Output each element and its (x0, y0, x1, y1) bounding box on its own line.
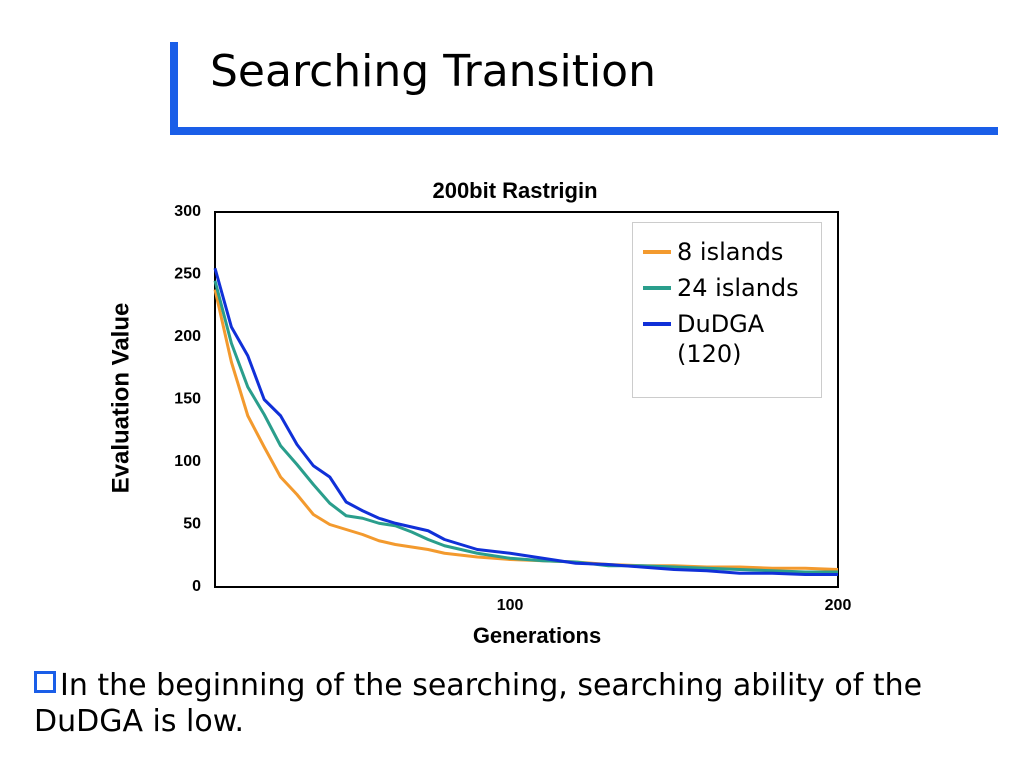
legend-swatch (643, 250, 671, 254)
y-tick-label: 250 (174, 266, 201, 283)
y-axis-label: Evaluation Value (107, 303, 134, 494)
legend-swatch (643, 322, 671, 326)
x-tick-label: 200 (825, 597, 852, 614)
legend-item: 8 islands (633, 237, 821, 267)
chart-title: 200bit Rastrigin (432, 178, 597, 203)
legend-label: 8 islands (677, 238, 784, 266)
y-tick-label: 50 (183, 516, 201, 533)
legend-item: DuDGA (120) (633, 309, 821, 369)
y-tick-label: 100 (174, 453, 201, 470)
y-tick-label: 0 (192, 578, 201, 595)
x-axis-label: Generations (473, 623, 601, 648)
plot-frame (214, 211, 839, 588)
accent-bar (170, 42, 178, 135)
series-line (213, 280, 838, 574)
slide-title: Searching Transition (210, 46, 656, 97)
legend-label: 24 islands (677, 274, 799, 302)
accent-bar (170, 127, 998, 135)
y-tick-label: 200 (174, 328, 201, 345)
y-tick-label: 150 (174, 391, 201, 408)
legend-label: DuDGA (120) (677, 310, 765, 368)
bullet-text: In the beginning of the searching, searc… (34, 668, 923, 739)
legend-item: 24 islands (633, 273, 821, 303)
y-tick-label: 300 (174, 203, 201, 220)
x-tick-label: 100 (497, 597, 524, 614)
legend: 8 islands 24 islands DuDGA (120) (632, 222, 822, 398)
series-line (213, 267, 838, 576)
bullet: In the beginning of the searching, searc… (34, 668, 974, 740)
bullet-icon (34, 671, 56, 693)
legend-swatch (643, 286, 671, 290)
